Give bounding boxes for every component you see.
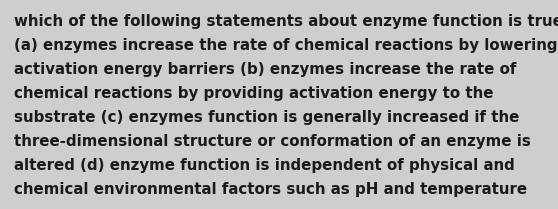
Text: (a) enzymes increase the rate of chemical reactions by lowering: (a) enzymes increase the rate of chemica…: [14, 38, 557, 53]
Text: altered (d) enzyme function is independent of physical and: altered (d) enzyme function is independe…: [14, 158, 514, 173]
Text: activation energy barriers (b) enzymes increase the rate of: activation energy barriers (b) enzymes i…: [14, 62, 516, 77]
Text: chemical reactions by providing activation energy to the: chemical reactions by providing activati…: [14, 86, 493, 101]
Text: three-dimensional structure or conformation of an enzyme is: three-dimensional structure or conformat…: [14, 134, 531, 149]
Text: chemical environmental factors such as pH and temperature: chemical environmental factors such as p…: [14, 182, 527, 197]
Text: which of the following statements about enzyme function is true?: which of the following statements about …: [14, 14, 558, 29]
Text: substrate (c) enzymes function is generally increased if the: substrate (c) enzymes function is genera…: [14, 110, 519, 125]
